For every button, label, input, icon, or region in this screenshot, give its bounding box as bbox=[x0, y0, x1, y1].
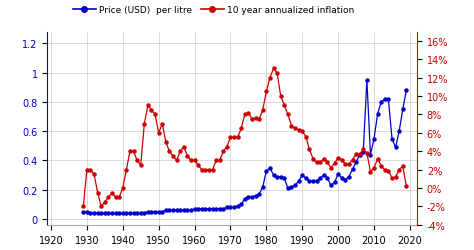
Price (USD)  per litre bbox=[364, 79, 370, 82]
10 year annualized inflation bbox=[120, 187, 126, 190]
10 year annualized inflation bbox=[403, 185, 409, 188]
10 year annualized inflation bbox=[163, 141, 169, 144]
Price (USD)  per litre bbox=[400, 108, 406, 111]
Price (USD)  per litre bbox=[403, 89, 409, 92]
Price (USD)  per litre bbox=[81, 210, 86, 214]
Price (USD)  per litre bbox=[88, 212, 93, 215]
10 year annualized inflation bbox=[396, 168, 402, 172]
Price (USD)  per litre bbox=[159, 210, 165, 214]
Price (USD)  per litre bbox=[166, 209, 172, 212]
10 year annualized inflation bbox=[357, 153, 363, 156]
Line: 10 year annualized inflation: 10 year annualized inflation bbox=[82, 68, 408, 208]
10 year annualized inflation bbox=[271, 68, 276, 71]
Price (USD)  per litre bbox=[357, 154, 363, 156]
Price (USD)  per litre bbox=[271, 174, 276, 177]
10 year annualized inflation bbox=[400, 165, 406, 168]
Legend: Price (USD)  per litre, 10 year annualized inflation: Price (USD) per litre, 10 year annualize… bbox=[69, 2, 358, 18]
Price (USD)  per litre bbox=[124, 212, 129, 215]
10 year annualized inflation bbox=[156, 132, 162, 135]
Line: Price (USD)  per litre: Price (USD) per litre bbox=[82, 79, 408, 215]
10 year annualized inflation bbox=[81, 205, 86, 208]
